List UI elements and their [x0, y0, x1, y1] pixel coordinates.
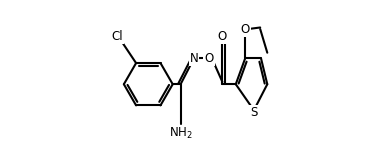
Text: Cl: Cl — [112, 30, 123, 43]
Text: O: O — [218, 30, 227, 43]
Text: O: O — [241, 23, 250, 36]
Text: N: N — [190, 52, 198, 65]
Text: O: O — [204, 52, 214, 65]
Text: NH$_2$: NH$_2$ — [169, 126, 192, 141]
Text: S: S — [250, 106, 258, 119]
